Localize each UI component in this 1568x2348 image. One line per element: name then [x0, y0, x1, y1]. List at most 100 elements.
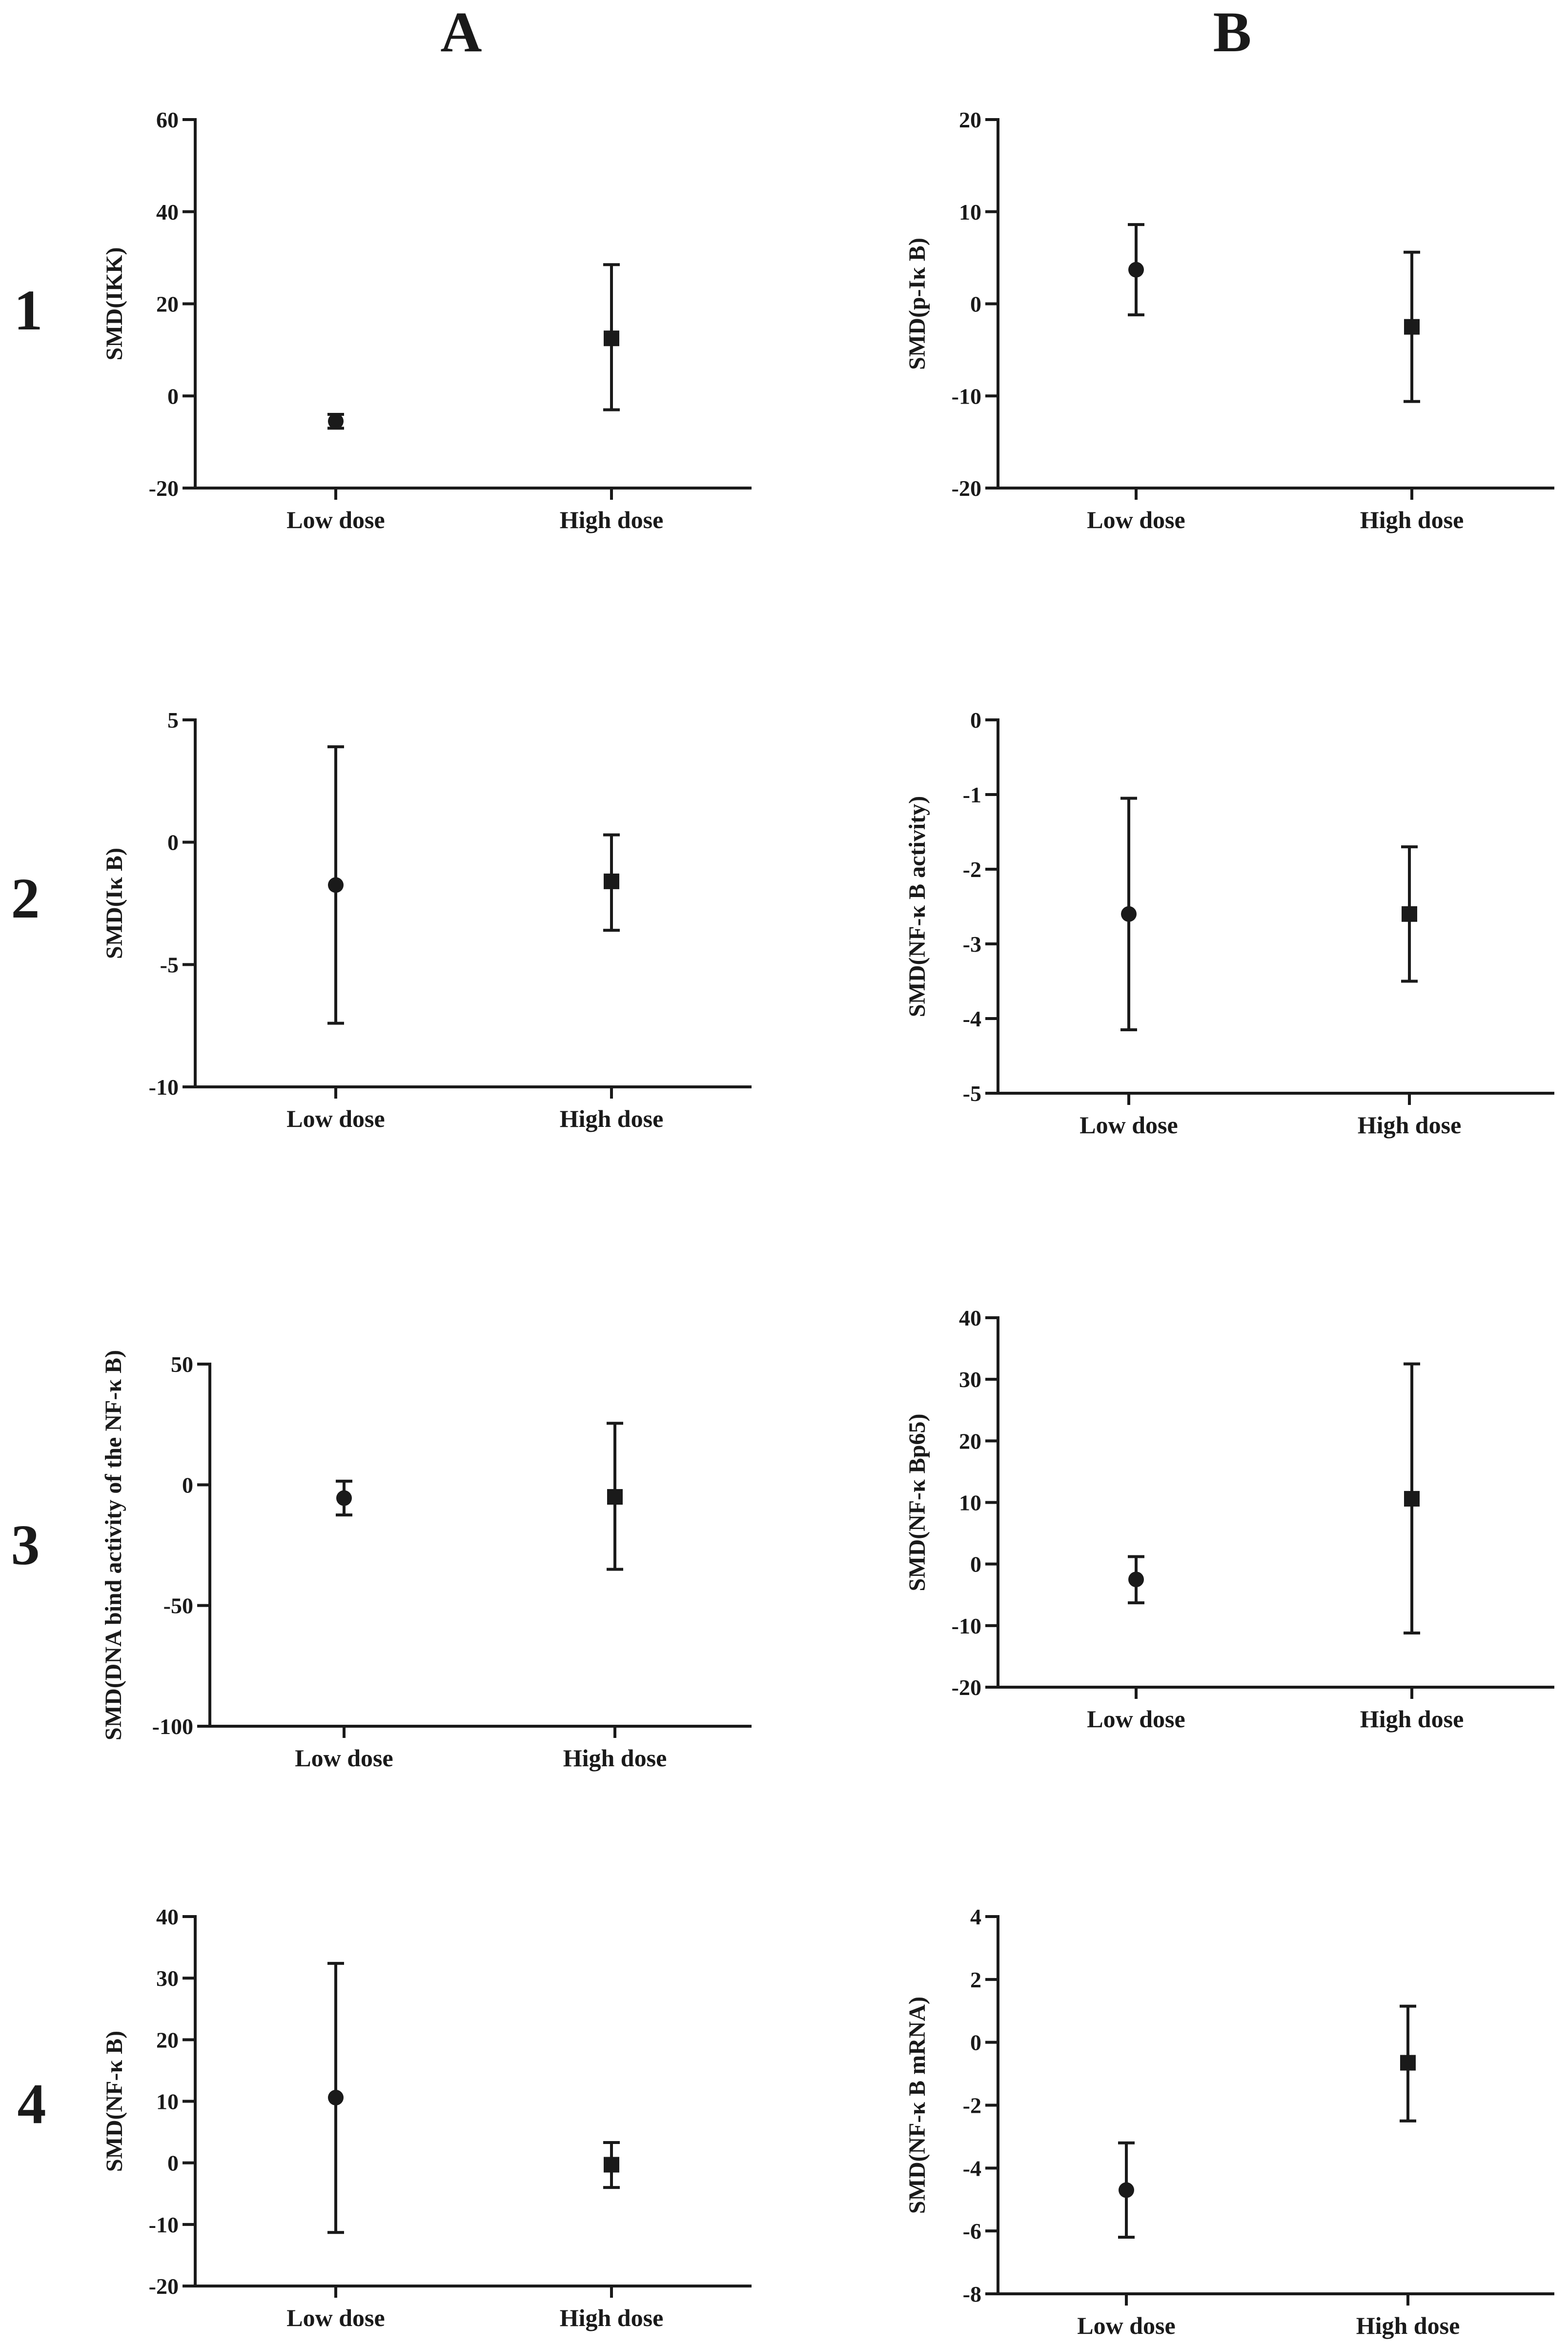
- y-tick-label: -100: [152, 1714, 193, 1739]
- x-category-label: High dose: [1358, 1111, 1462, 1139]
- y-tick-label: -10: [952, 1613, 981, 1638]
- y-tick-label: 0: [970, 2030, 981, 2055]
- point-marker-circle: [328, 2089, 344, 2105]
- y-tick-label: 20: [156, 2027, 179, 2052]
- y-tick-label: 4: [970, 1904, 981, 1929]
- point-marker-circle: [1128, 1572, 1144, 1588]
- y-tick-label: 0: [182, 1472, 193, 1497]
- y-tick-label: -10: [149, 2212, 179, 2237]
- panel-a4: -20 -10 0 10 20 30 40 Low dose High dose SMD(NF-κ…: [102, 1904, 752, 2331]
- y-tick-label: 0: [167, 830, 179, 855]
- point-marker-square: [607, 1489, 623, 1505]
- point-marker-circle: [1121, 906, 1137, 922]
- y-tick-label: 30: [959, 1367, 981, 1392]
- y-axis-title: SMD(NF-κ B activity): [904, 796, 930, 1017]
- y-tick-label: 30: [156, 1966, 179, 1991]
- point-marker-square: [1404, 319, 1420, 335]
- x-category-label: High dose: [560, 506, 664, 533]
- x-category-label: High dose: [563, 1744, 667, 1772]
- x-category-label: Low dose: [1087, 506, 1185, 533]
- point-marker-square: [1404, 1490, 1420, 1507]
- y-tick-label: 10: [959, 200, 981, 225]
- y-tick-label: 10: [156, 2089, 179, 2114]
- panel-b2: -5 -4 -3 -2 -1 0 Low dose High dose SMD(NF-κ B a…: [904, 708, 1554, 1139]
- point-marker-square: [604, 330, 619, 347]
- y-axis-title: SMD(Iκ B): [102, 848, 127, 959]
- y-axis-title: SMD(NF-κ Bp65): [904, 1414, 930, 1592]
- y-tick-label: 5: [167, 708, 179, 733]
- x-category-label: High dose: [1360, 1705, 1464, 1733]
- panel-a3: -100 -50 0 50 Low dose High dose SMD(DNA bind …: [101, 1350, 752, 1772]
- point-marker-circle: [328, 413, 344, 429]
- row-label-3: 3: [11, 1513, 40, 1577]
- x-category-label: High dose: [560, 2304, 664, 2331]
- point-marker-square: [604, 873, 619, 889]
- row-label-2: 2: [11, 866, 40, 930]
- y-tick-label: -50: [163, 1593, 193, 1618]
- y-tick-label: -5: [963, 1081, 981, 1106]
- y-tick-label: 20: [959, 1429, 981, 1453]
- y-axis-title: SMD(IKK): [102, 247, 127, 361]
- y-tick-label: -4: [963, 2156, 981, 2181]
- point-marker-square: [1402, 906, 1417, 922]
- point-marker-circle: [336, 1490, 352, 1506]
- panel-a2: -10 -5 0 5 Low dose High dose SMD(Iκ B): [102, 708, 752, 1132]
- y-tick-label: -2: [963, 2093, 981, 2118]
- point-marker-circle: [1128, 262, 1144, 278]
- x-category-label: Low dose: [286, 2304, 385, 2331]
- y-tick-label: 20: [156, 292, 179, 317]
- y-tick-label: -4: [963, 1006, 981, 1031]
- y-tick-label: 40: [959, 1306, 981, 1330]
- panel-a1: -20 0 20 40 60 Low dose High dose SMD(IKK): [102, 107, 752, 533]
- y-tick-label: 0: [167, 2151, 179, 2176]
- y-tick-label: 10: [959, 1490, 981, 1515]
- point-marker-circle: [328, 877, 344, 893]
- y-tick-label: -8: [963, 2282, 981, 2307]
- y-tick-label: 0: [970, 1552, 981, 1577]
- y-axis-title: SMD(NF-κ B): [102, 2031, 127, 2172]
- x-category-label: Low dose: [1079, 1111, 1178, 1139]
- y-axis-title: SMD(p-Iκ B): [904, 238, 930, 370]
- point-marker-square: [1400, 2055, 1416, 2071]
- x-category-label: High dose: [1360, 506, 1464, 533]
- x-category-label: Low dose: [286, 506, 385, 533]
- y-tick-label: 60: [156, 107, 179, 132]
- y-tick-label: -20: [952, 476, 981, 501]
- x-category-label: Low dose: [1077, 2312, 1175, 2339]
- y-tick-label: -20: [952, 1675, 981, 1700]
- x-category-label: Low dose: [286, 1105, 385, 1132]
- x-category-label: High dose: [1356, 2312, 1460, 2339]
- y-tick-label: -6: [963, 2219, 981, 2244]
- y-tick-label: 2: [970, 1967, 981, 1992]
- column-label-a: A: [440, 0, 482, 64]
- y-tick-label: -1: [963, 782, 981, 807]
- y-axis-title: SMD(NF-κ B mRNA): [904, 1997, 930, 2214]
- x-category-label: Low dose: [295, 1744, 393, 1772]
- y-tick-label: 40: [156, 1904, 179, 1929]
- y-tick-label: 0: [970, 708, 981, 733]
- y-tick-label: -20: [149, 2274, 179, 2299]
- panel-b1: -20 -10 0 10 20 Low dose High dose SMD(p-Iκ B): [904, 107, 1554, 533]
- panel-b4: -8 -6 -4 -2 0 2 4 Low dose High dose SMD(NF-κ B m…: [904, 1904, 1554, 2339]
- y-tick-label: -2: [963, 857, 981, 882]
- y-tick-label: 40: [156, 200, 179, 225]
- column-label-b: B: [1213, 0, 1252, 64]
- x-category-label: High dose: [560, 1105, 664, 1132]
- x-category-label: Low dose: [1087, 1705, 1185, 1733]
- y-tick-label: -5: [160, 952, 179, 977]
- row-label-4: 4: [18, 2072, 46, 2136]
- point-marker-circle: [1119, 2182, 1134, 2198]
- panel-b3: -20 -10 0 10 20 30 40 Low dose High dose SMD(NF-κ…: [904, 1306, 1554, 1733]
- y-tick-label: -20: [149, 476, 179, 501]
- y-tick-label: -10: [149, 1075, 179, 1100]
- y-tick-label: 0: [167, 384, 179, 408]
- y-tick-label: 50: [171, 1352, 193, 1377]
- y-tick-label: -10: [952, 384, 981, 408]
- y-axis-title: SMD(DNA bind activity of the NF-κ B): [101, 1350, 126, 1740]
- y-tick-label: -3: [963, 932, 981, 957]
- point-marker-square: [604, 2157, 619, 2173]
- row-label-1: 1: [14, 278, 43, 342]
- y-tick-label: 20: [959, 107, 981, 132]
- y-tick-label: 0: [970, 292, 981, 317]
